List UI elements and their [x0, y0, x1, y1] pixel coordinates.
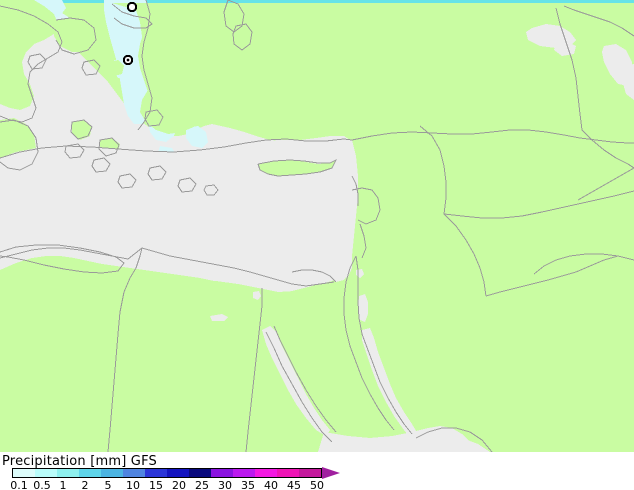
colorbar-tick-3: 2 — [81, 479, 89, 490]
turkey-land — [112, 3, 634, 140]
colorbar-tick-2: 1 — [59, 479, 67, 490]
levant-coast-sea — [330, 140, 358, 282]
colorbar-tick-4: 5 — [104, 479, 112, 490]
colorbar-band-40 — [255, 469, 277, 477]
colorbar-tick-5: 10 — [126, 479, 140, 490]
colorbar-overflow-arrow-icon — [322, 467, 340, 479]
legend-panel: Precipitation [mm] GFS 0.1 0.5 1 2 5 10 — [0, 452, 634, 490]
african-coast-land — [0, 256, 352, 452]
colorbar-band-10 — [123, 469, 145, 477]
colorbar-tick-11: 40 — [264, 479, 278, 490]
colorbar-band-25 — [189, 469, 211, 477]
colorbar-band-5 — [101, 469, 123, 477]
colorbar-band-0.5 — [35, 469, 57, 477]
eastern-mediterranean-sea — [0, 140, 352, 300]
colorbar-tick-7: 20 — [172, 479, 186, 490]
city-marker-2[interactable] — [122, 54, 134, 66]
levant-arabia-land — [352, 130, 634, 452]
colorbar-tick-0: 0.1 — [10, 479, 28, 490]
colorbar-band-0.1 — [13, 469, 35, 477]
inland-lakes — [526, 24, 634, 100]
red-sea-and-gulfs — [210, 269, 490, 452]
colorbar-tick-12: 45 — [287, 479, 301, 490]
colorbar-band-15 — [145, 469, 167, 477]
city-marker-1[interactable] — [126, 1, 138, 13]
colorbar-tick-8: 25 — [195, 479, 209, 490]
colorbar-tick-10: 35 — [241, 479, 255, 490]
colorbar-band-30 — [211, 469, 233, 477]
colorbar-band-45 — [277, 469, 299, 477]
colorbar-tick-6: 15 — [149, 479, 163, 490]
map-canvas — [0, 0, 634, 452]
map-top-edge-strip — [0, 0, 634, 3]
city-markers[interactable] — [122, 1, 138, 66]
colorbar-tick-9: 30 — [218, 479, 232, 490]
colorbar-tick-1: 0.5 — [33, 479, 51, 490]
country-borders — [0, 0, 634, 452]
colorbar-band-1 — [57, 469, 79, 477]
colorbar-band-35 — [233, 469, 255, 477]
colorbar-tick-labels: 0.1 0.5 1 2 5 10 15 20 25 30 35 40 45 50 — [0, 479, 340, 490]
colorbar-tick-13: 50 — [310, 479, 324, 490]
colorbar-band-2 — [79, 469, 101, 477]
precipitation-map[interactable] — [0, 0, 634, 452]
colorbar-band-50 — [299, 469, 321, 477]
precipitation-colorbar[interactable] — [12, 468, 322, 478]
colorbar-band-20 — [167, 469, 189, 477]
legend-title: Precipitation [mm] GFS — [2, 454, 157, 469]
